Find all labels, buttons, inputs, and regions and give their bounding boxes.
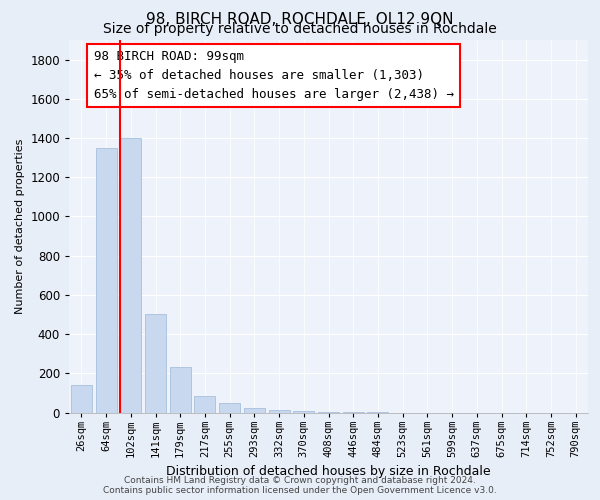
Bar [170,368,191,412]
Bar [269,410,290,412]
Bar [95,148,116,412]
Bar [120,138,141,412]
Text: 98, BIRCH ROAD, ROCHDALE, OL12 9QN: 98, BIRCH ROAD, ROCHDALE, OL12 9QN [146,12,454,28]
Bar [293,410,314,412]
Text: 98 BIRCH ROAD: 99sqm
← 35% of detached houses are smaller (1,303)
65% of semi-de: 98 BIRCH ROAD: 99sqm ← 35% of detached h… [94,50,454,101]
Bar [219,402,240,412]
Text: Contains HM Land Registry data © Crown copyright and database right 2024.
Contai: Contains HM Land Registry data © Crown c… [103,476,497,495]
Bar [71,385,92,412]
Bar [145,314,166,412]
Y-axis label: Number of detached properties: Number of detached properties [14,138,25,314]
Bar [244,408,265,412]
Text: Size of property relative to detached houses in Rochdale: Size of property relative to detached ho… [103,22,497,36]
X-axis label: Distribution of detached houses by size in Rochdale: Distribution of detached houses by size … [166,466,491,478]
Bar [194,396,215,412]
